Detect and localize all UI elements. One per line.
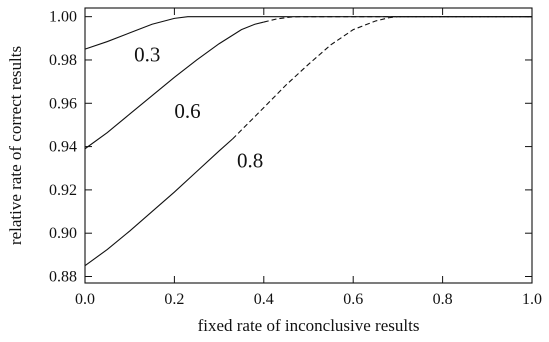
series-0.8-dashed-line bbox=[232, 16, 532, 140]
x-tick-label: 0.2 bbox=[164, 291, 184, 308]
series-0.6-solid-line bbox=[84, 21, 264, 150]
y-tick-label: 0.92 bbox=[49, 182, 77, 199]
axis-ticks: 0.0 0.2 0.4 0.6 0.8 1.0 0.88 0.90 0.92 0.94 0.96 0.… bbox=[49, 8, 542, 308]
y-tick-label: 0.88 bbox=[49, 269, 77, 286]
y-tick-label: 0.96 bbox=[49, 95, 77, 112]
plot-border bbox=[84, 7, 533, 284]
plot-frame bbox=[84, 7, 533, 284]
series-0.6-dashed-line bbox=[263, 16, 532, 23]
y-tick-label: 0.94 bbox=[49, 139, 77, 156]
series-0.8-solid-line bbox=[84, 138, 233, 267]
y-tick-label: 1.00 bbox=[49, 9, 77, 26]
x-tick-label: 0.0 bbox=[75, 291, 95, 308]
curve-annotations: 0.3 0.6 0.8 bbox=[134, 43, 263, 173]
y-tick-label: 0.98 bbox=[49, 52, 77, 69]
curve-label-0.3: 0.3 bbox=[134, 43, 160, 67]
curve-label-0.6: 0.6 bbox=[174, 99, 200, 123]
x-tick-label: 1.0 bbox=[522, 291, 542, 308]
series-lines bbox=[84, 16, 532, 267]
x-tick-label: 0.4 bbox=[254, 291, 274, 308]
x-tick-label: 0.8 bbox=[433, 291, 453, 308]
y-axis-title: relative rate of correct results bbox=[6, 46, 25, 245]
x-tick-label: 0.6 bbox=[343, 291, 363, 308]
curve-label-0.8: 0.8 bbox=[237, 149, 263, 173]
y-tick-label: 0.90 bbox=[49, 225, 77, 242]
x-axis-title: fixed rate of inconclusive results bbox=[198, 316, 420, 335]
